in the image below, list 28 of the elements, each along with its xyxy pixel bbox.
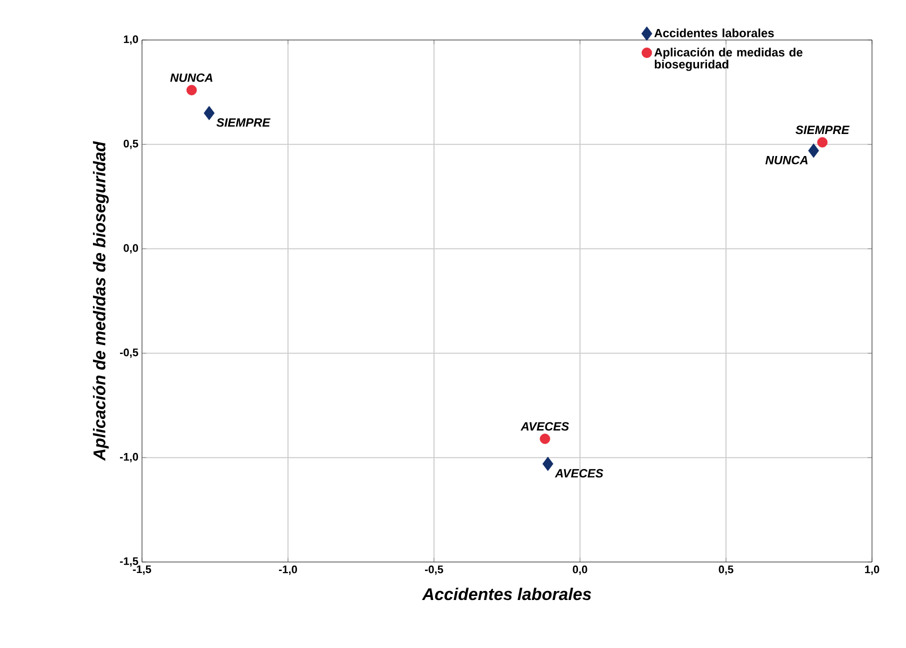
y-tick-label: -1,0 xyxy=(120,452,138,462)
legend-label: Aplicación de medidas de bioseguridad xyxy=(654,48,802,71)
y-tick-label: 0,5 xyxy=(124,140,138,150)
x-tick-label: -1,5 xyxy=(132,566,152,575)
annotation: AVECES xyxy=(520,422,569,431)
annotation: NUNCA xyxy=(170,73,212,82)
x-axis-title: Accidentes laborales xyxy=(422,588,592,600)
point xyxy=(540,434,550,444)
x-tick-label: 0,0 xyxy=(572,566,588,575)
point xyxy=(808,143,820,158)
y-tick-label: 0,0 xyxy=(124,244,138,254)
y-axis-title: Aplicación de medidas de bioseguridad xyxy=(92,141,109,461)
annotation: NUNCA xyxy=(765,156,808,164)
annotation: AVECES xyxy=(554,469,604,478)
point xyxy=(186,84,197,96)
x-tick-label: 0,5 xyxy=(718,566,734,575)
y-tick-label: -1,5 xyxy=(120,557,138,567)
x-tick-label: -1,0 xyxy=(278,566,297,575)
point xyxy=(542,456,554,472)
point xyxy=(204,106,215,120)
x-tick-label: -0,5 xyxy=(424,566,444,575)
y-tick-label: -0,5 xyxy=(120,348,138,358)
annotation: SIEMPRE xyxy=(796,126,850,134)
y-tick-label: 1,0 xyxy=(124,35,138,45)
annotation: SIEMPRE xyxy=(216,118,270,127)
point xyxy=(817,137,828,148)
legend-label: Accidentes laborales xyxy=(654,28,774,38)
x-tick-label: 1,0 xyxy=(865,566,880,575)
